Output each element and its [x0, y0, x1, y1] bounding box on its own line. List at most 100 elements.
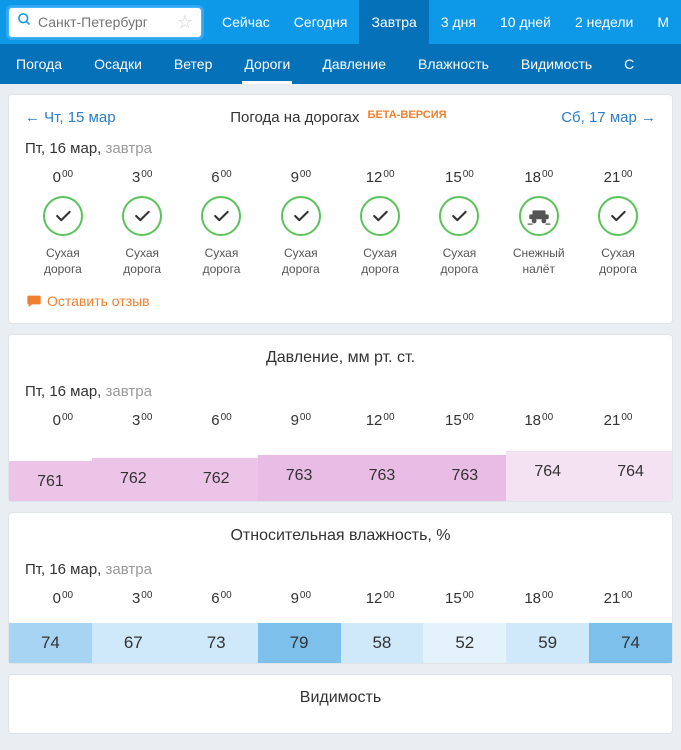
feedback-link[interactable]: Оставить отзыв [25, 293, 656, 309]
period-tab-6[interactable]: М [645, 0, 681, 44]
category-tab-0[interactable]: Погода [0, 44, 78, 84]
roads-date: Пт, 16 мар, завтра [25, 140, 656, 157]
period-tab-0[interactable]: Сейчас [210, 0, 282, 44]
period-tab-4[interactable]: 10 дней [488, 0, 563, 44]
category-tab-2[interactable]: Ветер [158, 44, 229, 84]
hour-label: 1800 [501, 169, 577, 186]
date-sub: завтра [101, 383, 152, 400]
humidity-value: 74 [589, 623, 672, 663]
pressure-card: Давление, мм рт. ст. Пт, 16 мар, завтра … [8, 334, 673, 502]
beta-badge: БЕТА-ВЕРСИЯ [368, 109, 447, 121]
check-icon [201, 196, 241, 236]
humidity-hours: 0003006009001200150018002100 [25, 590, 656, 617]
star-icon[interactable]: ☆ [177, 12, 193, 33]
humidity-value: 52 [423, 623, 506, 663]
check-icon [122, 196, 162, 236]
check-icon [598, 196, 638, 236]
pressure-value: 764 [589, 451, 672, 501]
road-hour-col: 000 Сухаядорога [25, 169, 101, 277]
feedback-text: Оставить отзыв [47, 293, 150, 309]
road-condition-text: Сухаядорога [104, 246, 180, 277]
roads-card: ← Чт, 15 мар Погода на дорогах БЕТА-ВЕРС… [8, 94, 673, 324]
humidity-card: Относительная влажность, % Пт, 16 мар, з… [8, 512, 673, 664]
humidity-title: Относительная влажность, % [25, 527, 656, 545]
nav-prev-day[interactable]: ← Чт, 15 мар [25, 109, 116, 126]
pressure-value: 763 [423, 455, 506, 501]
humidity-bars: 7467737958525974 [9, 623, 672, 663]
date-sub: завтра [101, 561, 152, 578]
road-hour-col: 2100Сухаядорога [580, 169, 656, 277]
hour-label: 1200 [342, 412, 418, 439]
visibility-title: Видимость [25, 689, 656, 707]
pressure-title: Давление, мм рт. ст. [25, 349, 656, 367]
road-hour-col: 1200 Сухаядорога [342, 169, 418, 277]
pressure-bars: 761762762763763763764764 [9, 445, 672, 501]
road-hour-col: 600Сухаядорога [184, 169, 260, 277]
period-tab-3[interactable]: 3 дня [429, 0, 488, 44]
hour-label: 2100 [580, 590, 656, 617]
snow-icon [519, 196, 559, 236]
road-condition-text: Сухаядорога [263, 246, 339, 277]
hour-label: 900 [263, 590, 339, 617]
humidity-value: 59 [506, 623, 589, 663]
road-condition-text: Сухаядорога [342, 246, 418, 277]
category-tab-7[interactable]: С [608, 44, 650, 84]
hour-label: 300 [104, 412, 180, 439]
hour-label: 1200 [342, 169, 418, 186]
period-tabs: СейчасСегодняЗавтра3 дня10 дней2 неделиМ [210, 0, 681, 44]
roads-hours-row: 000Сухаядорога300Сухаядорога600Сухаядоро… [25, 169, 656, 277]
road-condition-text: Снежныйналёт [501, 246, 577, 277]
period-tab-2[interactable]: Завтра [359, 0, 428, 44]
pressure-value: 762 [175, 458, 258, 501]
category-tab-4[interactable]: Давление [306, 44, 402, 84]
hour-label: 900 [263, 169, 339, 186]
pressure-date: Пт, 16 мар, завтра [25, 383, 656, 400]
hour-label: 1800 [501, 590, 577, 617]
hour-label: 2100 [580, 169, 656, 186]
date-main: Пт, 16 мар, [25, 561, 101, 578]
pressure-value: 763 [258, 455, 341, 501]
check-icon [439, 196, 479, 236]
category-tabs: ПогодаОсадкиВетерДорогиДавлениеВлажность… [0, 44, 681, 84]
hour-label: 1200 [342, 590, 418, 617]
category-tab-6[interactable]: Видимость [505, 44, 608, 84]
period-tab-5[interactable]: 2 недели [563, 0, 645, 44]
road-condition-text: Сухаядорога [422, 246, 498, 277]
road-condition-text: Сухаядорога [25, 246, 101, 277]
hour-label: 1500 [422, 412, 498, 439]
road-hour-col: 900 Сухаядорога [263, 169, 339, 277]
roads-title-text: Погода на дорогах [230, 109, 359, 126]
period-tab-1[interactable]: Сегодня [282, 0, 360, 44]
date-main: Пт, 16 мар, [25, 140, 101, 157]
hour-label: 600 [184, 590, 260, 617]
hour-label: 000 [25, 412, 101, 439]
hour-label: 600 [184, 169, 260, 186]
hour-label: 600 [184, 412, 260, 439]
humidity-value: 74 [9, 623, 92, 663]
humidity-date: Пт, 16 мар, завтра [25, 561, 656, 578]
hour-label: 900 [263, 412, 339, 439]
humidity-value: 67 [92, 623, 175, 663]
road-hour-col: 1800 Снежныйналёт [501, 169, 577, 277]
nav-next-day[interactable]: Сб, 17 мар → [561, 109, 656, 126]
hour-label: 1500 [422, 169, 498, 186]
check-icon [43, 196, 83, 236]
search-box[interactable]: ☆ [8, 7, 202, 38]
pressure-value: 761 [9, 461, 92, 501]
pressure-value: 764 [506, 451, 589, 501]
humidity-value: 79 [258, 623, 341, 663]
hour-label: 000 [25, 590, 101, 617]
category-tab-3[interactable]: Дороги [228, 44, 306, 84]
category-tab-1[interactable]: Осадки [78, 44, 158, 84]
humidity-value: 58 [341, 623, 424, 663]
pressure-hours: 0003006009001200150018002100 [25, 412, 656, 439]
hour-label: 000 [25, 169, 101, 186]
hour-label: 1500 [422, 590, 498, 617]
category-tab-5[interactable]: Влажность [402, 44, 505, 84]
search-icon [17, 12, 32, 32]
check-icon [281, 196, 321, 236]
search-input[interactable] [38, 14, 168, 30]
humidity-value: 73 [175, 623, 258, 663]
hour-label: 300 [104, 590, 180, 617]
road-hour-col: 300Сухаядорога [104, 169, 180, 277]
